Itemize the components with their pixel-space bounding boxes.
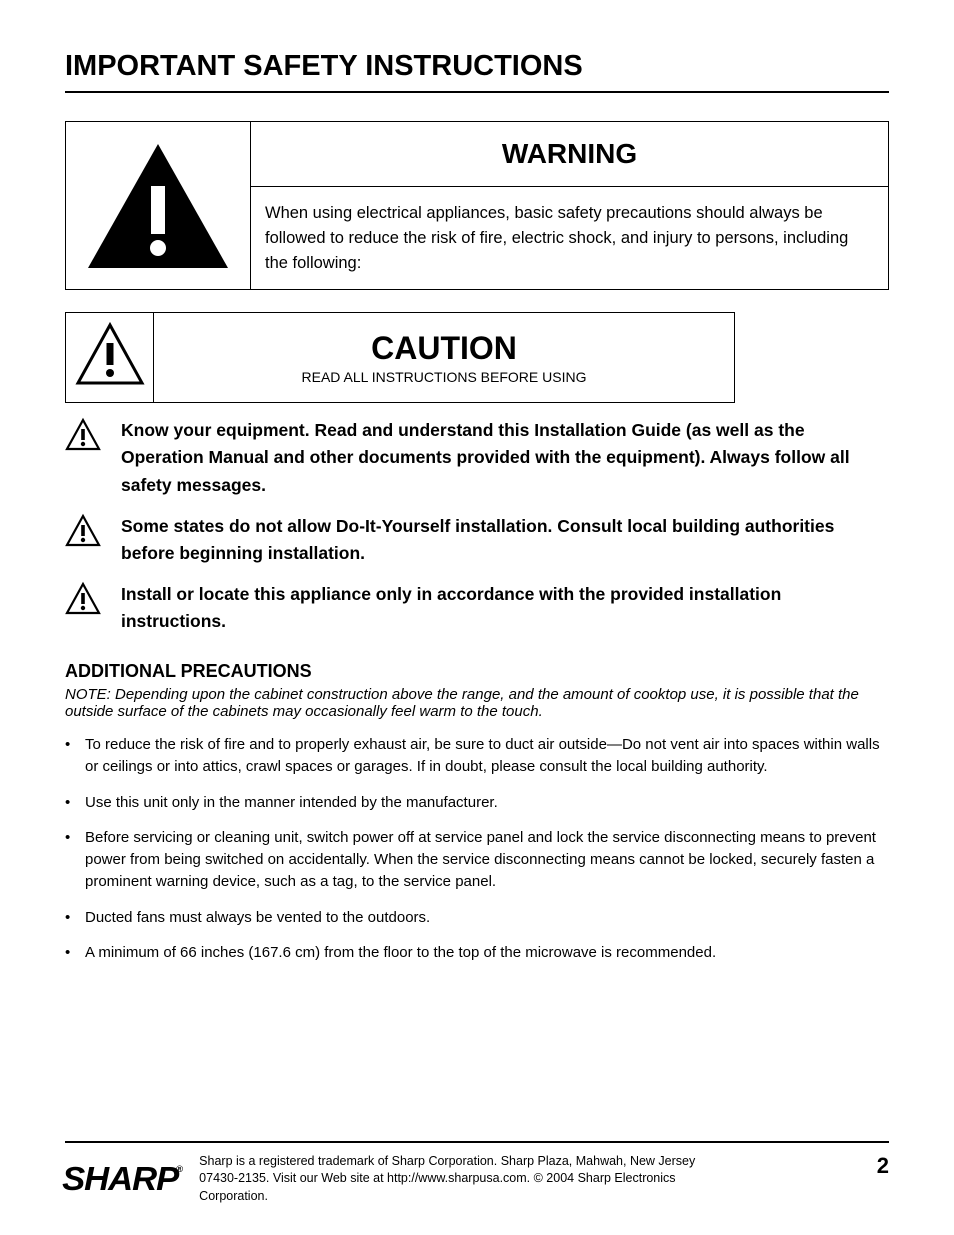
bullet-text: A minimum of 66 inches (167.6 cm) from t… [85, 942, 889, 964]
list-item: • Use this unit only in the manner inten… [65, 792, 889, 814]
additional-precautions-heading: ADDITIONAL PRECAUTIONS [65, 661, 889, 682]
sharp-logo: SHARP® [62, 1160, 184, 1198]
page-number: 2 [877, 1153, 889, 1179]
warning-description: When using electrical appliances, basic … [251, 187, 888, 289]
warning-label: WARNING [251, 122, 888, 187]
instruction-text: Know your equipment. Read and understand… [117, 417, 889, 498]
list-item: • A minimum of 66 inches (167.6 cm) from… [65, 942, 889, 964]
caution-icon-cell [66, 313, 154, 402]
warning-triangle-icon [65, 417, 117, 458]
list-item: • To reduce the risk of fire and to prop… [65, 734, 889, 778]
warning-box: WARNING When using electrical appliances… [65, 121, 889, 290]
warning-triangle-icon [65, 581, 117, 622]
caution-box: CAUTION READ ALL INSTRUCTIONS BEFORE USI… [65, 312, 735, 403]
precautions-list: • To reduce the risk of fire and to prop… [65, 734, 889, 964]
bullet-marker: • [65, 942, 85, 964]
page-title: IMPORTANT SAFETY INSTRUCTIONS [65, 50, 889, 83]
caution-label: CAUTION [371, 330, 517, 367]
bullet-marker: • [65, 734, 85, 778]
bullet-text: Before servicing or cleaning unit, switc… [85, 827, 889, 892]
warning-triangle-icon [65, 513, 117, 554]
bullet-text: To reduce the risk of fire and to proper… [85, 734, 889, 778]
warning-triangle-icon [74, 319, 146, 396]
bullet-marker: • [65, 827, 85, 892]
instruction-text: Some states do not allow Do-It-Yourself … [117, 513, 889, 567]
footer-text: Sharp is a registered trademark of Sharp… [199, 1153, 699, 1206]
bullet-marker: • [65, 907, 85, 929]
instruction-item: Some states do not allow Do-It-Yourself … [65, 513, 889, 567]
warning-icon-cell [66, 122, 251, 289]
caution-sublabel: READ ALL INSTRUCTIONS BEFORE USING [302, 369, 587, 385]
instruction-text: Install or locate this appliance only in… [117, 581, 889, 635]
warning-triangle-icon [83, 136, 233, 276]
page-footer: SHARP® Sharp is a registered trademark o… [65, 1141, 889, 1206]
instruction-item: Install or locate this appliance only in… [65, 581, 889, 635]
bullet-text: Use this unit only in the manner intende… [85, 792, 889, 814]
note-paragraph: NOTE: Depending upon the cabinet constru… [65, 686, 889, 720]
instruction-item: Know your equipment. Read and understand… [65, 417, 889, 498]
list-item: • Ducted fans must always be vented to t… [65, 907, 889, 929]
bullet-marker: • [65, 792, 85, 814]
title-rule [65, 91, 889, 93]
list-item: • Before servicing or cleaning unit, swi… [65, 827, 889, 892]
bullet-text: Ducted fans must always be vented to the… [85, 907, 889, 929]
footer-rule [65, 1141, 889, 1143]
